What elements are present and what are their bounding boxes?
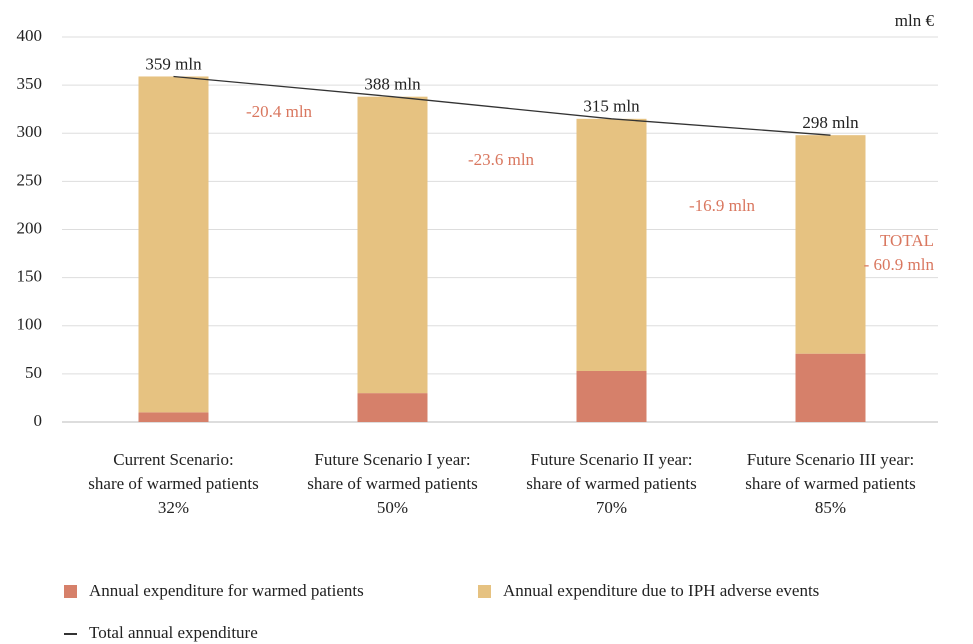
- y-tick-label: 0: [34, 411, 43, 430]
- y-tick-label: 50: [25, 363, 42, 382]
- bar: [138, 76, 209, 413]
- x-tick-label: share of warmed patients: [88, 474, 258, 493]
- y-tick-label: 100: [17, 315, 43, 334]
- total-line: [173, 75, 831, 136]
- x-tick-label: Future Scenario II year:: [531, 450, 693, 469]
- y-tick-label: 400: [17, 26, 43, 45]
- x-tick-label: share of warmed patients: [307, 474, 477, 493]
- bar: [795, 135, 866, 354]
- y-tick-label: 300: [17, 122, 43, 141]
- x-tick-label: Current Scenario:: [113, 450, 233, 469]
- x-tick-label: share of warmed patients: [745, 474, 915, 493]
- point-label: 298 mln: [802, 113, 859, 132]
- point-label: 388 mln: [364, 75, 421, 94]
- x-tick-label: 70%: [596, 498, 627, 517]
- bar: [576, 370, 647, 422]
- unit-label: mln €: [895, 11, 935, 30]
- x-tick-label: Future Scenario III year:: [747, 450, 915, 469]
- legend-label: Annual expenditure for warmed patients: [89, 581, 364, 600]
- difference-note: -20.4 mln: [246, 102, 313, 121]
- y-tick-label: 350: [17, 74, 43, 93]
- x-tick-label: share of warmed patients: [526, 474, 696, 493]
- x-tick-label: Future Scenario I year:: [314, 450, 470, 469]
- y-tick-label: 200: [17, 218, 43, 237]
- difference-note: - 60.9 mln: [864, 255, 935, 274]
- x-tick-label: 85%: [815, 498, 846, 517]
- y-tick-label: 250: [17, 170, 43, 189]
- difference-note: TOTAL: [880, 231, 934, 250]
- legend-label: Total annual expenditure: [89, 623, 258, 642]
- bar: [357, 96, 428, 394]
- y-tick-label: 150: [17, 267, 43, 286]
- difference-note: -16.9 mln: [689, 196, 756, 215]
- point-label: 359 mln: [145, 54, 202, 73]
- bar: [795, 353, 866, 422]
- x-tick-label: 50%: [377, 498, 408, 517]
- bar: [357, 393, 428, 422]
- difference-note: -23.6 mln: [468, 150, 535, 169]
- x-tick-label: 32%: [158, 498, 189, 517]
- legend-label: Annual expenditure due to IPH adverse ev…: [503, 581, 819, 600]
- point-label: 315 mln: [583, 97, 640, 116]
- bar: [576, 118, 647, 371]
- bar: [138, 412, 209, 422]
- legend-swatch: [478, 585, 491, 598]
- legend-swatch: [64, 585, 77, 598]
